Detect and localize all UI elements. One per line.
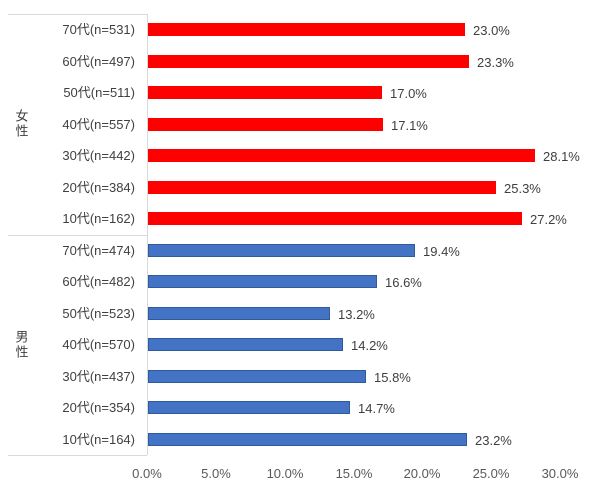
- category-label: 20代(n=384): [62, 180, 135, 195]
- data-label: 17.0%: [390, 86, 427, 101]
- data-label: 15.8%: [374, 370, 411, 385]
- category-label: 10代(n=164): [62, 432, 135, 447]
- x-tick-label: 20.0%: [403, 466, 441, 481]
- data-label: 27.2%: [530, 212, 567, 227]
- category-label: 60代(n=482): [62, 274, 135, 289]
- category-label: 50代(n=511): [63, 85, 135, 100]
- data-label: 13.2%: [338, 307, 375, 322]
- group-label-0: 女性: [13, 109, 29, 140]
- category-label: 20代(n=354): [62, 400, 135, 415]
- bar-女性-30代(n=442): [148, 149, 535, 162]
- data-label: 14.7%: [358, 401, 395, 416]
- bar-女性-50代(n=511): [148, 86, 382, 99]
- bar-女性-60代(n=497): [148, 55, 469, 68]
- category-label: 40代(n=570): [62, 337, 135, 352]
- bar-男性-70代(n=474): [148, 244, 415, 257]
- bar-女性-20代(n=384): [148, 181, 496, 194]
- data-label: 23.0%: [473, 23, 510, 38]
- category-label: 40代(n=557): [62, 117, 135, 132]
- x-tick-label: 25.0%: [472, 466, 510, 481]
- bar-女性-40代(n=557): [148, 118, 383, 131]
- data-label: 14.2%: [351, 338, 388, 353]
- x-tick-label: 10.0%: [266, 466, 304, 481]
- x-tick-label: 30.0%: [541, 466, 579, 481]
- bar-男性-10代(n=164): [148, 433, 467, 446]
- bar-女性-70代(n=531): [148, 23, 465, 36]
- data-label: 17.1%: [391, 118, 428, 133]
- x-tick-label: 5.0%: [201, 466, 231, 481]
- bar-男性-40代(n=570): [148, 338, 343, 351]
- category-axis-top-border: [8, 14, 147, 15]
- category-label: 70代(n=474): [62, 243, 135, 258]
- category-group-divider: [8, 235, 147, 236]
- category-label: 70代(n=531): [62, 22, 135, 37]
- category-label: 50代(n=523): [62, 306, 135, 321]
- value-axis-line: [147, 14, 148, 455]
- category-label: 30代(n=437): [62, 369, 135, 384]
- group-label-1: 男性: [13, 329, 29, 360]
- category-label: 60代(n=497): [62, 54, 135, 69]
- category-label: 30代(n=442): [62, 148, 135, 163]
- bar-男性-30代(n=437): [148, 370, 366, 383]
- bar-男性-20代(n=354): [148, 401, 350, 414]
- data-label: 25.3%: [504, 181, 541, 196]
- bar-女性-10代(n=162): [148, 212, 522, 225]
- data-label: 23.2%: [475, 433, 512, 448]
- bar-男性-60代(n=482): [148, 275, 377, 288]
- category-label: 10代(n=162): [62, 211, 135, 226]
- x-tick-label: 0.0%: [132, 466, 162, 481]
- x-tick-label: 15.0%: [335, 466, 373, 481]
- data-label: 23.3%: [477, 55, 514, 70]
- bar-男性-50代(n=523): [148, 307, 330, 320]
- data-label: 19.4%: [423, 244, 460, 259]
- data-label: 16.6%: [385, 275, 422, 290]
- data-label: 28.1%: [543, 149, 580, 164]
- category-axis-bottom-border: [8, 455, 147, 456]
